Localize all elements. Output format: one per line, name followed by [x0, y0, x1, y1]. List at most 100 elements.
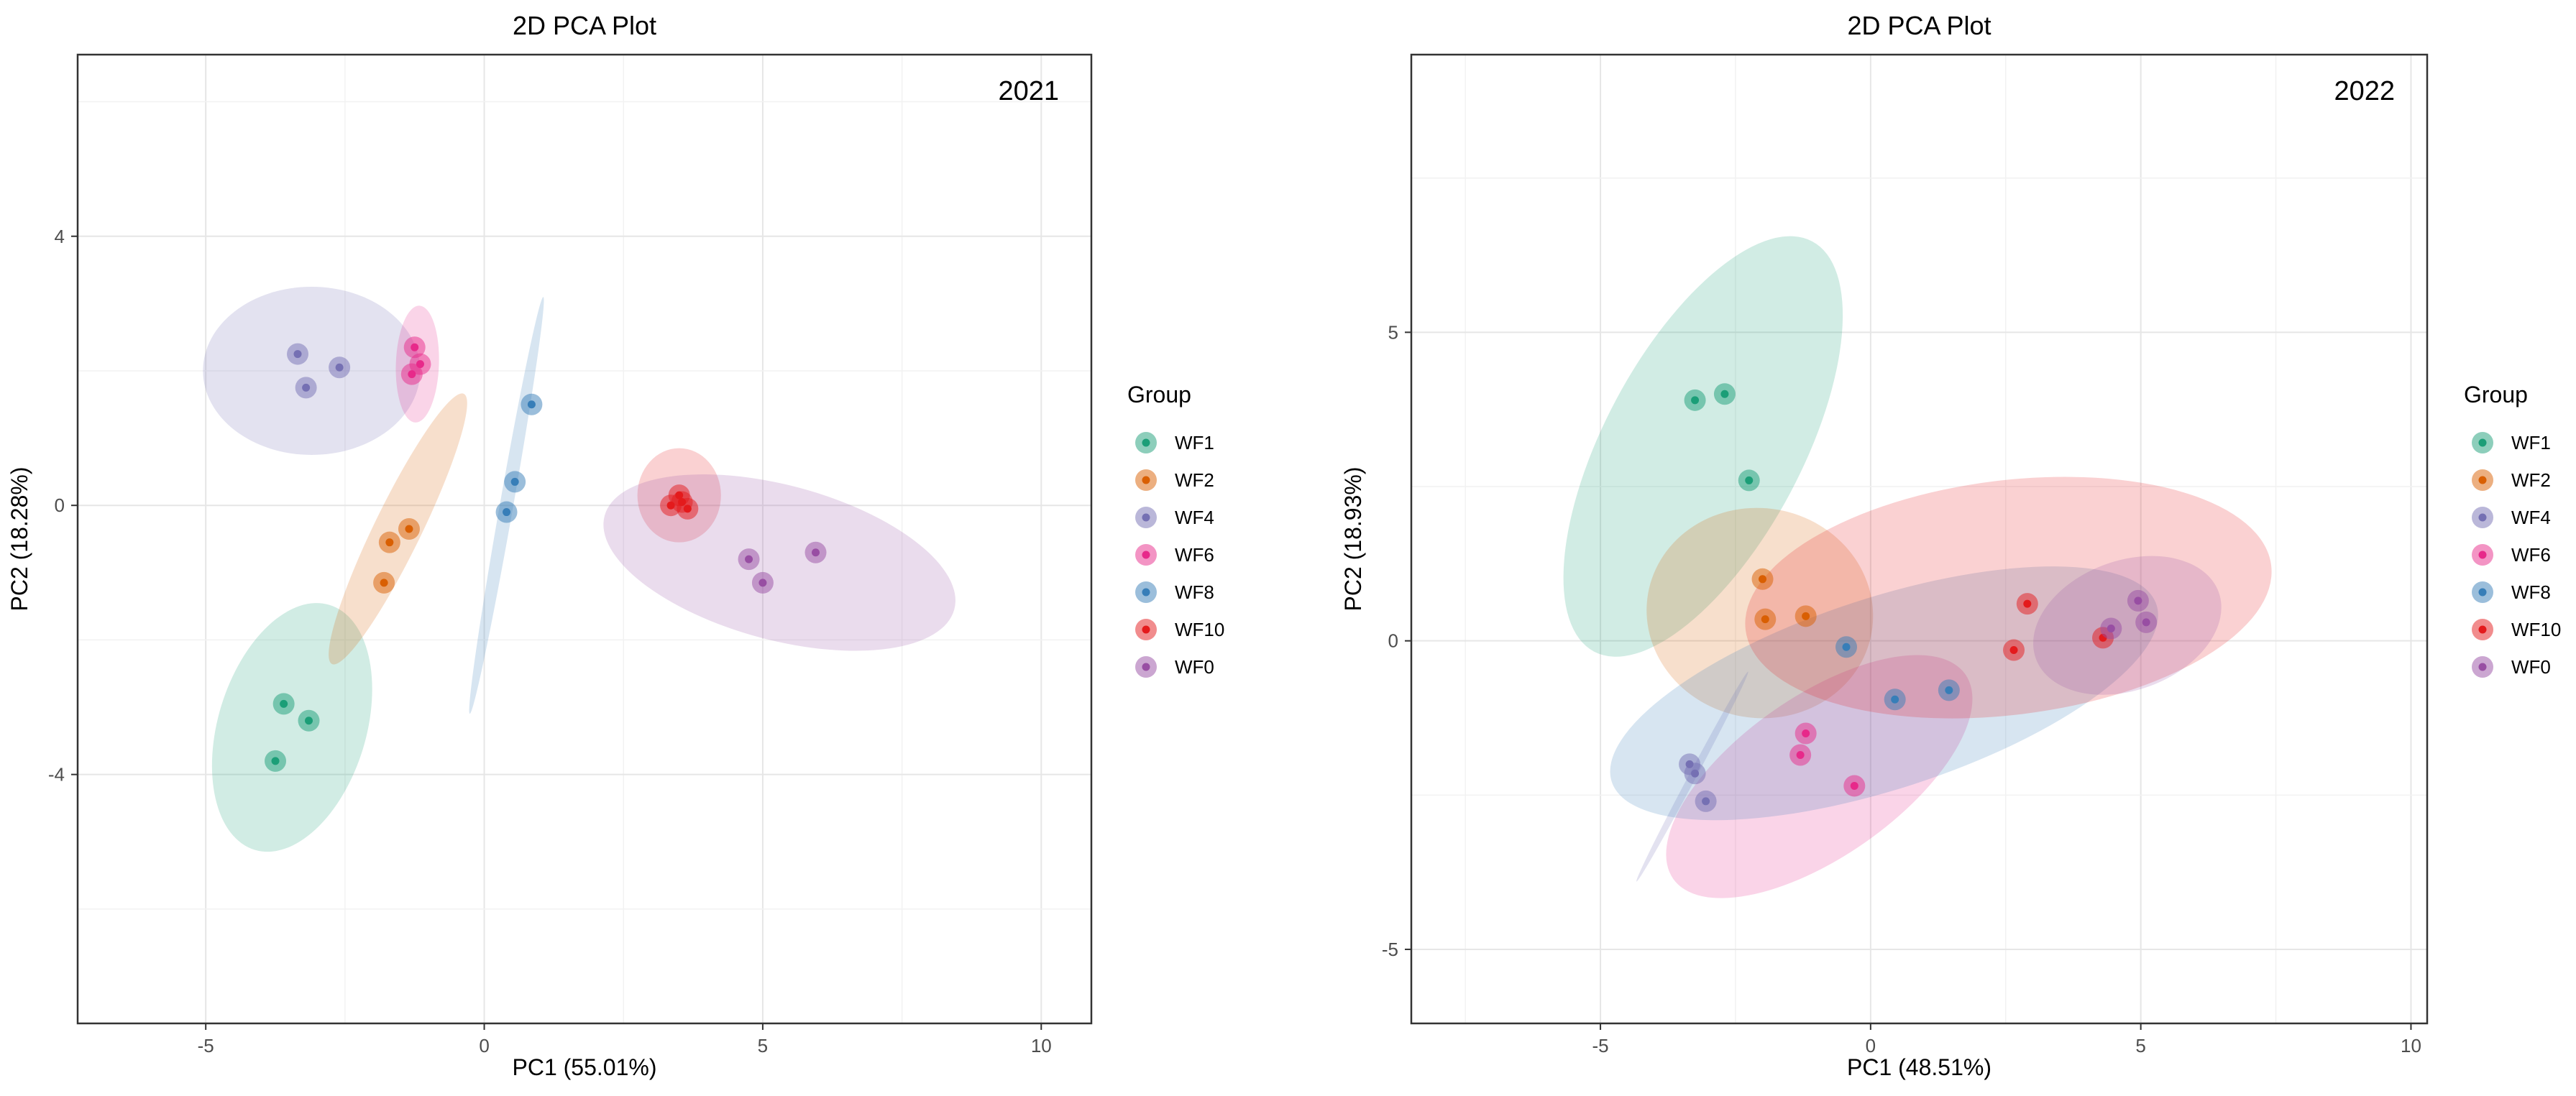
point-wf8[interactable]: [495, 501, 518, 523]
ellipse-wf2: [329, 393, 467, 665]
point-wf8[interactable]: [521, 393, 543, 415]
point-wf4[interactable]: [1684, 763, 1706, 785]
legend-item-wf6[interactable]: WF6: [2472, 544, 2551, 566]
y-tick-label: -5: [1382, 939, 1398, 960]
point-core: [1702, 797, 1710, 806]
y-tick-label: -4: [48, 764, 65, 786]
legend-item-wf0[interactable]: WF0: [2472, 656, 2551, 678]
point-wf2[interactable]: [1795, 605, 1817, 627]
y-tick-label: 0: [55, 494, 65, 516]
point-core: [2142, 618, 2150, 627]
point-core: [527, 400, 536, 409]
point-wf4[interactable]: [287, 343, 309, 365]
point-core: [335, 363, 344, 372]
point-wf8[interactable]: [1884, 689, 1906, 711]
point-wf0[interactable]: [751, 571, 774, 594]
legend-item-wf4[interactable]: WF4: [1135, 507, 1214, 528]
legend-item-wf1[interactable]: WF1: [2472, 432, 2551, 453]
legend-key-core: [2478, 588, 2487, 597]
legend-label: WF0: [1175, 656, 1214, 678]
point-wf6[interactable]: [1795, 722, 1817, 745]
point-wf8[interactable]: [504, 471, 526, 493]
legend-label: WF8: [2511, 581, 2551, 603]
legend-key-core: [1142, 551, 1150, 559]
point-wf1[interactable]: [265, 750, 287, 772]
y-tick-label: 5: [1388, 321, 1398, 343]
legend-label: WF10: [1175, 619, 1224, 640]
ellipse-wf0: [2033, 556, 2222, 695]
point-core: [812, 548, 820, 557]
point-core: [271, 757, 280, 765]
point-wf1[interactable]: [298, 709, 320, 732]
legend-item-wf1[interactable]: WF1: [1135, 432, 1214, 453]
x-tick-label: 0: [1866, 1035, 1876, 1056]
legend-label: WF6: [1175, 544, 1214, 566]
point-wf0[interactable]: [2127, 589, 2149, 612]
legend-label: WF8: [1175, 581, 1214, 603]
point-core: [280, 699, 288, 708]
point-wf4[interactable]: [329, 356, 351, 379]
x-tick-label: 0: [479, 1035, 489, 1056]
legend-item-wf8[interactable]: WF8: [1135, 581, 1214, 603]
point-wf6[interactable]: [1789, 744, 1812, 766]
point-wf2[interactable]: [1751, 568, 1774, 590]
x-tick-label: 5: [758, 1035, 768, 1056]
point-wf6[interactable]: [403, 336, 426, 359]
x-tick-label: -5: [1592, 1035, 1608, 1056]
y-axis-label: PC2 (18.28%): [6, 467, 32, 612]
point-wf10[interactable]: [2016, 593, 2038, 615]
point-wf2[interactable]: [1754, 608, 1777, 630]
ellipse-wf8: [1610, 566, 2158, 821]
point-wf0[interactable]: [805, 541, 827, 563]
point-wf4[interactable]: [295, 377, 317, 399]
confidence-ellipses: [1563, 236, 2272, 898]
x-tick-label: -5: [198, 1035, 214, 1056]
point-wf1[interactable]: [1713, 383, 1736, 405]
legend-item-wf10[interactable]: WF10: [2472, 619, 2561, 640]
point-wf10[interactable]: [671, 491, 693, 513]
legend-key-core: [2478, 663, 2487, 671]
point-core: [1759, 575, 1767, 584]
legend-item-wf2[interactable]: WF2: [2472, 469, 2551, 491]
point-core: [305, 717, 313, 725]
point-core: [503, 508, 511, 517]
point-wf2[interactable]: [378, 531, 400, 553]
legend-label: WF2: [1175, 469, 1214, 491]
legend-item-wf4[interactable]: WF4: [2472, 507, 2551, 528]
legend-key-core: [1142, 476, 1150, 484]
legend-key-core: [2478, 551, 2487, 559]
point-wf1[interactable]: [1738, 469, 1760, 492]
point-wf1[interactable]: [1684, 389, 1706, 411]
point-wf6[interactable]: [400, 363, 423, 385]
pca-plot-2021: 2D PCA Plot -5 0 5 10 -4 0 4 PC1 (55.01%) PC2 (18…: [6, 11, 1224, 1080]
point-wf0[interactable]: [2135, 611, 2158, 633]
legend-key-core: [1142, 438, 1150, 447]
point-core: [1796, 751, 1805, 760]
point-wf1[interactable]: [272, 693, 295, 715]
point-wf0[interactable]: [2100, 617, 2122, 640]
point-wf8[interactable]: [1835, 636, 1858, 658]
point-wf0[interactable]: [738, 548, 760, 571]
legend-label: WF2: [2511, 469, 2551, 491]
x-axis-label: PC1 (48.51%): [1847, 1054, 1991, 1080]
point-core: [1891, 695, 1899, 704]
legend-item-wf2[interactable]: WF2: [1135, 469, 1214, 491]
legend: Group WF1 WF2 WF4 WF6 WF8 WF10 WF0: [1127, 382, 1224, 678]
point-wf2[interactable]: [398, 517, 420, 540]
plot-title: 2D PCA Plot: [513, 11, 656, 40]
legend-label: WF0: [2511, 656, 2551, 678]
legend-item-wf10[interactable]: WF10: [1135, 619, 1224, 640]
point-wf10[interactable]: [2003, 639, 2025, 661]
legend-key-core: [1142, 588, 1150, 597]
legend-item-wf8[interactable]: WF8: [2472, 581, 2551, 603]
ellipse-wf1: [1563, 236, 1843, 657]
legend-item-wf6[interactable]: WF6: [1135, 544, 1214, 566]
point-core: [405, 525, 413, 533]
legend-item-wf0[interactable]: WF0: [1135, 656, 1214, 678]
point-wf4[interactable]: [1695, 790, 1717, 812]
point-wf2[interactable]: [373, 571, 395, 594]
point-wf6[interactable]: [1843, 775, 1866, 797]
point-wf8[interactable]: [1938, 679, 1960, 701]
plot-border: [1410, 53, 2429, 1025]
